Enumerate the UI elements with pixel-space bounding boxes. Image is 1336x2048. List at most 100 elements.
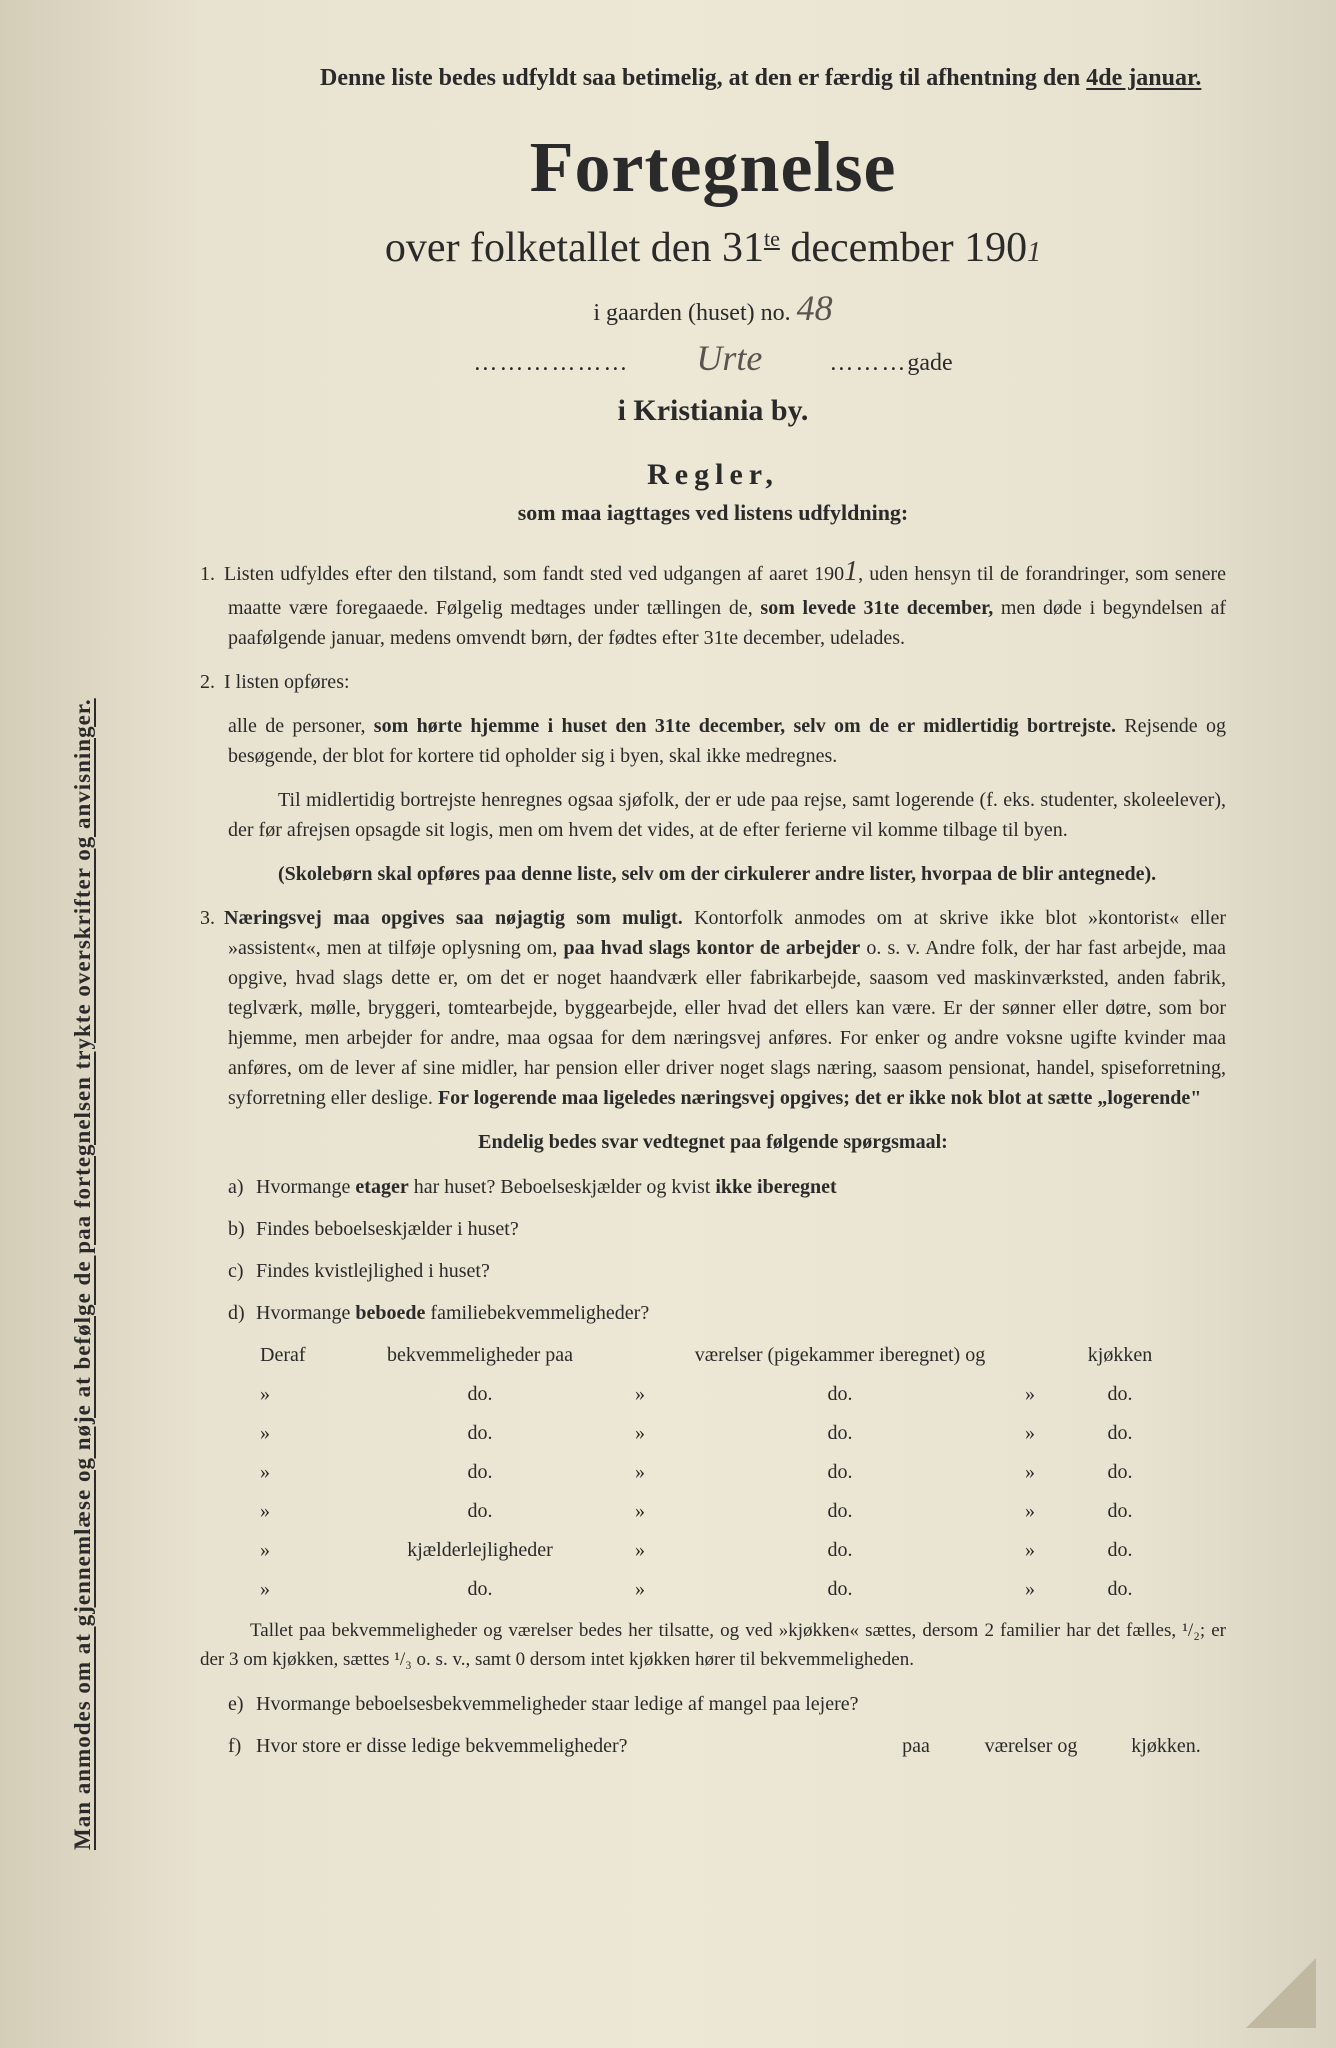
cell-bekv: do. bbox=[360, 1383, 600, 1406]
rule-2-p1-bold: som hørte hjemme i huset den 31te decemb… bbox=[374, 715, 1116, 737]
question-d: d)Hvormange beboede familiebekvemmelighe… bbox=[228, 1297, 1226, 1329]
top-instruction: Denne liste bedes udfyldt saa betimelig,… bbox=[320, 60, 1226, 96]
cell-deraf: » bbox=[260, 1422, 360, 1445]
subtitle-sup: te bbox=[764, 226, 780, 251]
cell-paa: » bbox=[600, 1422, 680, 1445]
table-body: »do.»do.»do.»do.»do.»do.»do.»do.»do.»do.… bbox=[260, 1383, 1226, 1601]
rule-1-num: 1. bbox=[200, 559, 224, 589]
cell-deraf: » bbox=[260, 1539, 360, 1562]
rule-3-b: o. s. v. Andre folk, der har fast arbejd… bbox=[228, 937, 1226, 1109]
cell-vaer: do. bbox=[680, 1383, 1000, 1406]
cell-kjok: do. bbox=[1060, 1539, 1180, 1562]
main-title: Fortegnelse bbox=[200, 126, 1226, 209]
cell-og: » bbox=[1000, 1500, 1060, 1523]
gade-suffix: gade bbox=[907, 350, 952, 376]
page-corner-fold bbox=[1246, 1958, 1316, 2028]
footer-note-1: Tallet paa bekvemmeligheder og værelser … bbox=[200, 1617, 1226, 1674]
endelig-heading: Endelig bedes svar vedtegnet paa følgend… bbox=[200, 1127, 1226, 1157]
city-line: i Kristiania by. bbox=[200, 394, 1226, 428]
question-c: c)Findes kvistlejlighed i huset? bbox=[228, 1255, 1226, 1287]
q-a-bold1: etager bbox=[355, 1176, 408, 1198]
q-f-kjok: kjøkken. bbox=[1106, 1730, 1226, 1762]
cell-og: » bbox=[1000, 1422, 1060, 1445]
cell-paa: » bbox=[600, 1383, 680, 1406]
th-og bbox=[1000, 1344, 1060, 1367]
handwritten-year: 1 bbox=[1027, 237, 1041, 268]
cell-kjok: do. bbox=[1060, 1383, 1180, 1406]
question-b: b)Findes beboelseskjælder i huset? bbox=[228, 1213, 1226, 1245]
q-f-paa: paa bbox=[876, 1730, 956, 1762]
q-c-text: Findes kvistlejlighed i huset? bbox=[256, 1260, 490, 1282]
gaarden-label: i gaarden (huset) no. bbox=[593, 300, 790, 326]
table-row: »do.»do.»do. bbox=[260, 1383, 1226, 1406]
rule-3-bold2: paa hvad slags kontor de arbejder bbox=[563, 937, 860, 959]
q-f-letter: f) bbox=[228, 1730, 256, 1762]
cell-vaer: do. bbox=[680, 1500, 1000, 1523]
street-dots: ……………… bbox=[473, 350, 629, 376]
cell-bekv: do. bbox=[360, 1500, 600, 1523]
q-a-pre: Hvormange bbox=[256, 1176, 355, 1198]
rule-3-num: 3. bbox=[200, 903, 224, 933]
rule-2-p1a: alle de personer, bbox=[228, 715, 374, 737]
q-c-letter: c) bbox=[228, 1255, 256, 1287]
subtitle: over folketallet den 31te december 1901 bbox=[200, 224, 1226, 272]
rules-subtitle: som maa iagttages ved listens udfyldning… bbox=[200, 500, 1226, 526]
house-number-line: i gaarden (huset) no. 48 bbox=[200, 287, 1226, 329]
rule-1: 1.Listen udfyldes efter den tilstand, so… bbox=[200, 551, 1226, 653]
top-note-date: 4de januar. bbox=[1086, 65, 1201, 91]
q-b-letter: b) bbox=[228, 1213, 256, 1245]
table-row: »do.»do.»do. bbox=[260, 1422, 1226, 1445]
cell-paa: » bbox=[600, 1539, 680, 1562]
cell-bekv: do. bbox=[360, 1578, 600, 1601]
subtitle-mid: december 190 bbox=[780, 225, 1027, 271]
rule-1-bold: som levede 31te december, bbox=[760, 597, 993, 619]
rule-1-a: Listen udfyldes efter den tilstand, som … bbox=[224, 563, 844, 585]
th-bekv: bekvemmeligheder paa bbox=[360, 1344, 600, 1367]
subtitle-prefix: over folketallet den 31 bbox=[385, 225, 764, 271]
table-header: Deraf bekvemmeligheder paa værelser (pig… bbox=[260, 1344, 1226, 1367]
cell-bekv: do. bbox=[360, 1422, 600, 1445]
q-a-bold2: ikke iberegnet bbox=[715, 1176, 836, 1198]
cell-bekv: kjælderlejligheder bbox=[360, 1539, 600, 1562]
rule-2-para1: alle de personer, som hørte hjemme i hus… bbox=[200, 711, 1226, 771]
rooms-table: Deraf bekvemmeligheder paa værelser (pig… bbox=[260, 1344, 1226, 1601]
cell-kjok: do. bbox=[1060, 1578, 1180, 1601]
cell-og: » bbox=[1000, 1461, 1060, 1484]
cell-kjok: do. bbox=[1060, 1461, 1180, 1484]
q-d-pre: Hvormange bbox=[256, 1302, 355, 1324]
rule-2-para2: Til midlertidig bortrejste henregnes ogs… bbox=[200, 785, 1226, 845]
rules-title: Regler, bbox=[200, 458, 1226, 492]
street-line: ………………Urte………gade bbox=[200, 337, 1226, 379]
q-d-bold: beboede bbox=[355, 1302, 425, 1324]
th-paa bbox=[600, 1344, 680, 1367]
cell-paa: » bbox=[600, 1461, 680, 1484]
handwritten-house-no: 48 bbox=[797, 288, 833, 328]
q-f-vaer: værelser og bbox=[956, 1730, 1106, 1762]
q-e-text: Hvormange beboelsesbekvemmeligheder staa… bbox=[256, 1693, 859, 1715]
cell-og: » bbox=[1000, 1539, 1060, 1562]
document-page: Man anmodes om at gjennemlæse og nøje at… bbox=[0, 0, 1336, 2048]
rule-2-num: 2. bbox=[200, 667, 224, 697]
main-content: Denne liste bedes udfyldt saa betimelig,… bbox=[200, 60, 1226, 1762]
q-e-letter: e) bbox=[228, 1688, 256, 1720]
cell-deraf: » bbox=[260, 1383, 360, 1406]
rule-3: 3.Næringsvej maa opgives saa nøjagtig so… bbox=[200, 903, 1226, 1113]
th-kjok: kjøkken bbox=[1060, 1344, 1180, 1367]
cell-deraf: » bbox=[260, 1461, 360, 1484]
rule-1-hw: 1 bbox=[844, 556, 858, 587]
cell-paa: » bbox=[600, 1578, 680, 1601]
q-a-mid: har huset? Beboelseskjælder og kvist bbox=[409, 1176, 716, 1198]
q-d-post: familiebekvemmeligheder? bbox=[425, 1302, 649, 1324]
table-row: »do.»do.»do. bbox=[260, 1461, 1226, 1484]
th-deraf: Deraf bbox=[260, 1344, 360, 1367]
handwritten-street: Urte bbox=[629, 337, 829, 379]
cell-bekv: do. bbox=[360, 1461, 600, 1484]
cell-vaer: do. bbox=[680, 1539, 1000, 1562]
q-d-letter: d) bbox=[228, 1297, 256, 1329]
cell-vaer: do. bbox=[680, 1578, 1000, 1601]
th-vaer: værelser (pigekammer iberegnet) og bbox=[680, 1344, 1000, 1367]
cell-deraf: » bbox=[260, 1500, 360, 1523]
cell-og: » bbox=[1000, 1578, 1060, 1601]
cell-kjok: do. bbox=[1060, 1422, 1180, 1445]
street-dots-2: ……… bbox=[829, 350, 907, 376]
